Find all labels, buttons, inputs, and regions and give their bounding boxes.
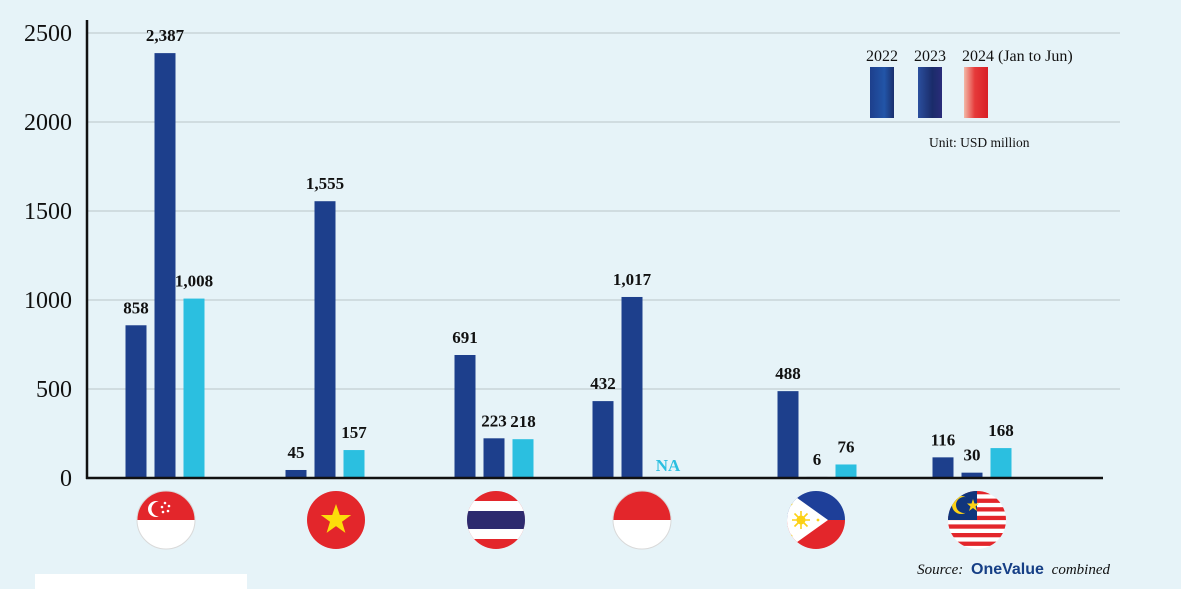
blank-panel [35, 574, 247, 589]
bar-vietnam-2024 [343, 450, 365, 478]
bar-singapore-2024 [183, 298, 205, 478]
data-label: 6 [813, 450, 822, 469]
data-label: 858 [123, 298, 149, 317]
legend-swatch-2022 [870, 67, 894, 118]
legend-label-2022: 2022 [866, 48, 898, 65]
bar-thailand-2022 [454, 355, 476, 478]
data-label: 691 [452, 328, 478, 347]
data-label: 2,387 [146, 26, 185, 45]
y-tick-label: 1000 [24, 288, 72, 314]
y-tick-label: 2000 [24, 110, 72, 136]
data-label: 218 [510, 412, 536, 431]
onevalue-logo: OneValue [971, 561, 1044, 578]
malaysia-flag [948, 491, 1006, 549]
bar-malaysia-2024 [990, 448, 1012, 478]
country-flags [136, 490, 1006, 550]
data-label: 76 [838, 437, 855, 456]
bar-indonesia-2022 [592, 401, 614, 478]
y-tick-label: 1500 [24, 199, 72, 225]
thailand-flag [467, 491, 525, 549]
bar-vietnam-2023 [314, 201, 336, 478]
y-tick-label: 2500 [24, 21, 72, 47]
data-label: 30 [964, 446, 981, 465]
data-label: 432 [590, 374, 616, 393]
legend-label-2024: 2024 (Jan to Jun) [962, 48, 1073, 65]
bars [125, 53, 1012, 478]
bar-thailand-2024 [512, 439, 534, 478]
bar-philippines-2024 [835, 464, 857, 478]
data-label: 116 [931, 430, 956, 449]
bar-philippines-2022 [777, 391, 799, 478]
vietnam-flag [307, 491, 365, 549]
bar-thailand-2023 [483, 438, 505, 478]
data-label: 45 [288, 443, 305, 462]
data-label: 223 [481, 411, 507, 430]
bar-indonesia-2023 [621, 296, 643, 478]
na-label: NA [656, 456, 681, 475]
y-tick-label: 500 [36, 377, 72, 403]
legend: 2022 2023 2024 (Jan to Jun) Unit: USD mi… [866, 48, 1073, 150]
data-label: 1,008 [175, 272, 213, 291]
bar-singapore-2022 [125, 325, 147, 478]
philippines-flag [787, 491, 845, 549]
data-labels: 858 2,387 1,008 45 1,555 157 691 223 218 432 1,017… [123, 26, 1014, 475]
legend-swatch-2024 [964, 67, 988, 118]
source-prefix: Source: [917, 562, 964, 578]
legend-swatch-2023 [918, 67, 942, 118]
legend-label-2023: 2023 [914, 48, 946, 65]
gridlines [87, 32, 1120, 390]
data-label: 157 [341, 423, 367, 442]
indonesia-flag [612, 490, 672, 550]
data-label: 1,017 [613, 270, 652, 289]
data-label: 1,555 [306, 174, 344, 193]
bar-malaysia-2022 [932, 457, 954, 478]
bar-singapore-2023 [154, 53, 176, 478]
data-label: 168 [988, 421, 1014, 440]
source-suffix: combined [1051, 562, 1110, 578]
y-tick-label: 0 [60, 466, 72, 492]
bar-vietnam-2022 [285, 469, 307, 478]
y-axis-ticks: 0 500 1000 1500 2000 2500 [24, 21, 72, 492]
singapore-flag [136, 490, 196, 550]
unit-label: Unit: USD million [929, 135, 1030, 150]
data-label: 488 [775, 364, 801, 383]
bar-malaysia-2023 [961, 472, 983, 478]
source-note: Source: OneValue combined [917, 561, 1110, 579]
